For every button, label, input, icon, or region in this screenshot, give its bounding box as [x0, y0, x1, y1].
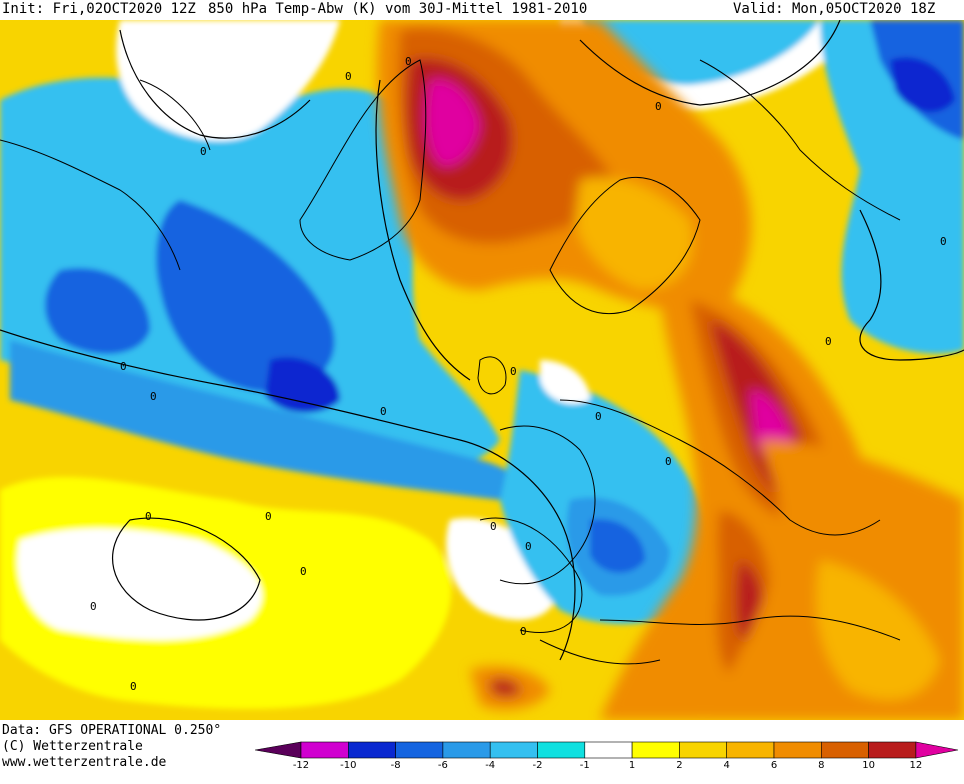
contour-label: 0	[200, 145, 207, 158]
legend-tick-label: -1	[579, 760, 590, 771]
data-source-label: Data: GFS OPERATIONAL 0.250°	[2, 723, 222, 738]
contour-label: 0	[130, 680, 137, 693]
contour-label: 0	[490, 520, 497, 533]
legend-swatch	[868, 741, 917, 759]
legend-tick-label: -6	[437, 760, 448, 771]
contour-label: 0	[520, 625, 527, 638]
legend-tick-label: 10	[862, 760, 875, 771]
legend-swatch	[537, 741, 586, 759]
contour-label: 0	[145, 510, 152, 523]
legend-swatch	[820, 741, 869, 759]
legend-tick-label: -10	[340, 760, 357, 771]
legend-arrow-left	[255, 741, 302, 759]
contour-label: 0	[300, 565, 307, 578]
legend-swatch	[584, 741, 633, 759]
contour-label: 0	[120, 360, 127, 373]
contour-label: 0	[940, 235, 947, 248]
coastlines	[0, 59, 901, 665]
field-description: 850 hPa Temp-Abw (K) vom 30J-Mittel 1981…	[208, 1, 588, 17]
contour-label: 0	[90, 600, 97, 613]
legend-swatch	[726, 741, 775, 759]
contour-label: 0	[510, 365, 517, 378]
anomaly-field: 0 0 0 0 0 0 0 0 0 0 0 0 0 0 0 0 0 0 0 0	[0, 20, 964, 720]
contour-label: 0	[150, 390, 157, 403]
legend-arrow-right	[915, 741, 959, 759]
website-url: www.wetterzentrale.de	[2, 755, 167, 770]
contour-label: 0	[405, 55, 412, 68]
copyright-label: (C) Wetterzentrale	[2, 739, 143, 754]
contour-label: 0	[655, 100, 662, 113]
temperature-anomaly-map: 0 0 0 0 0 0 0 0 0 0 0 0 0 0 0 0 0 0 0 0	[0, 20, 964, 720]
legend-tick-label: 1	[628, 760, 636, 771]
legend-tick-label: 8	[818, 760, 825, 771]
contour-label: 0	[345, 70, 352, 83]
legend-tick-label: -12	[292, 760, 310, 771]
contour-label: 0	[265, 510, 272, 523]
legend-tick-label: 6	[770, 760, 778, 771]
legend-tick-label: 2	[676, 760, 683, 771]
legend-tick-label: 4	[723, 760, 730, 771]
map-header: Init: Fri,02OCT2020 12Z 850 hPa Temp-Abw…	[0, 0, 964, 20]
legend-swatch	[300, 741, 349, 759]
init-time-label: Init: Fri,02OCT2020 12Z	[2, 1, 196, 17]
contour-label: 0	[525, 540, 532, 553]
zero-contours	[0, 20, 964, 661]
legend-swatch	[773, 741, 822, 759]
legend-swatch	[395, 741, 444, 759]
contour-label-group: 0 0 0 0 0 0 0 0 0 0 0 0 0 0 0 0 0 0 0 0	[90, 55, 947, 693]
legend-swatch	[442, 741, 491, 759]
legend-swatch	[489, 741, 538, 759]
legend-tick-label: -8	[390, 760, 401, 771]
legend-tick-label: 12	[909, 760, 923, 771]
contour-label: 0	[825, 335, 832, 348]
valid-time-label: Valid: Mon,05OCT2020 18Z	[733, 1, 936, 17]
legend-swatch	[679, 741, 727, 759]
legend-tick-label: -4	[485, 760, 496, 771]
contour-label: 0	[665, 455, 672, 468]
legend-swatch	[348, 741, 396, 759]
legend-tick-label: -2	[532, 760, 543, 771]
legend-swatch	[631, 741, 680, 759]
color-scale-legend	[255, 741, 959, 759]
contour-label: 0	[595, 410, 602, 423]
contour-label: 0	[380, 405, 387, 418]
